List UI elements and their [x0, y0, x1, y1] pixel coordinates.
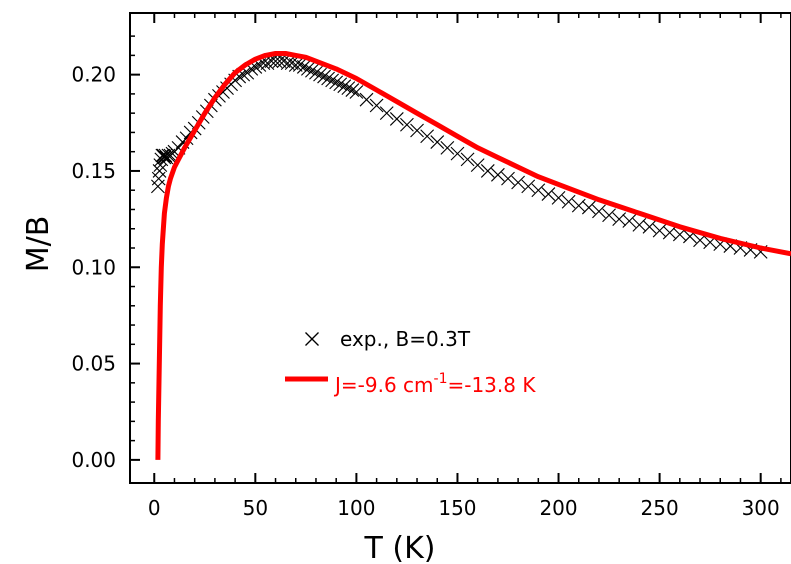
data-point: [359, 92, 374, 107]
legend-label-fit-sup: -1: [434, 371, 448, 387]
data-point: [632, 217, 647, 232]
data-point: [501, 171, 515, 186]
y-tick-label: 0.00: [71, 448, 116, 472]
legend: exp., B=0.3T J=-9.6 cm-1=-13.8 K: [285, 327, 536, 397]
data-point: [450, 146, 465, 161]
data-point: [276, 54, 291, 69]
data-point: [662, 225, 677, 240]
data-point: [531, 183, 546, 198]
data-point: [460, 152, 475, 167]
data-point: [379, 106, 394, 121]
data-point: [521, 179, 536, 194]
data-point: [309, 65, 323, 80]
data-point: [341, 81, 356, 96]
data-point: [612, 212, 627, 226]
data-point: [400, 117, 414, 132]
y-axis-title: M/B: [21, 216, 56, 273]
legend-label-fit-suffix: =-13.8 K: [447, 373, 536, 397]
data-point: [369, 98, 384, 113]
legend-marker-stroke: [305, 332, 319, 346]
data-point: [152, 164, 167, 178]
x-tick-label: 50: [243, 496, 268, 520]
data-point: [420, 129, 435, 144]
data-point: [480, 164, 495, 178]
plot-frame: [129, 12, 791, 484]
exp-markers: [151, 54, 768, 259]
data-point: [511, 175, 525, 190]
data-point: [430, 135, 445, 149]
data-point: [602, 208, 616, 223]
data-point: [337, 79, 352, 94]
y-tick-label: 0.15: [71, 159, 116, 183]
data-point: [305, 63, 319, 78]
data-point: [410, 123, 424, 138]
data-point: [161, 148, 176, 163]
data-point: [321, 71, 335, 86]
fit-line: [155, 51, 791, 460]
x-tick-labels: 0 50 100 150 200 250 300: [148, 496, 780, 520]
data-point: [288, 58, 303, 72]
data-point: [317, 69, 331, 84]
data-point: [333, 77, 348, 92]
y-tick-label: 0.05: [71, 352, 116, 376]
legend-marker-x: [305, 332, 319, 346]
data-point: [292, 58, 307, 72]
data-point: [652, 223, 667, 238]
legend-label-fit: J=-9.6 cm-1=-13.8 K: [333, 371, 536, 397]
x-tick-label: 0: [148, 496, 161, 520]
data-point: [440, 140, 455, 155]
data-point: [622, 214, 637, 228]
data-point: [313, 67, 327, 82]
x-tick-label: 200: [539, 496, 577, 520]
data-point: [592, 204, 606, 219]
legend-label-exp: exp., B=0.3T: [340, 327, 471, 351]
data-point: [300, 61, 315, 76]
x-tick-label: 300: [742, 496, 780, 520]
data-point: [296, 60, 311, 74]
data-point: [156, 148, 171, 163]
data-point: [541, 187, 556, 201]
data-point: [329, 75, 344, 90]
data-point: [642, 219, 657, 234]
fit-line-group: [155, 51, 791, 460]
x-tick-label: 100: [337, 496, 375, 520]
data-point: [325, 73, 340, 88]
data-point: [284, 56, 299, 70]
data-point: [345, 83, 360, 97]
x-axis-title: T (K): [364, 531, 436, 564]
data-point: [581, 200, 596, 215]
data-point: [561, 194, 576, 209]
y-tick-label: 0.20: [71, 63, 116, 87]
y-tick-labels: 0.00 0.05 0.10 0.15 0.20: [71, 63, 116, 472]
data-point: [551, 191, 566, 205]
x-tick-label: 250: [641, 496, 679, 520]
data-point: [280, 56, 295, 70]
data-point: [349, 85, 364, 99]
data-point: [571, 198, 586, 213]
y-tick-label: 0.10: [71, 255, 116, 279]
x-tick-label: 150: [438, 496, 476, 520]
data-point: [389, 112, 404, 126]
data-point: [272, 54, 287, 69]
ticks: [130, 13, 782, 483]
legend-label-fit-main: J=-9.6 cm: [333, 373, 434, 397]
data-point: [491, 167, 505, 182]
data-point: [470, 158, 485, 173]
